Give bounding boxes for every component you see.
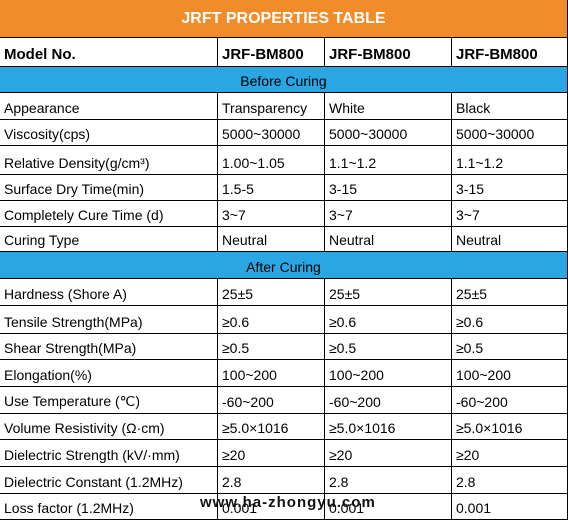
table-cell: Relative Density(g/cm³)	[0, 146, 218, 175]
table-cell: 1.1~1.2	[325, 146, 452, 175]
table-cell: ≥0.5	[325, 334, 452, 360]
table-cell: 1.5-5	[218, 175, 325, 201]
table-cell: 5000~30000	[218, 120, 325, 146]
table-cell: Neutral	[452, 227, 568, 252]
table-cell: 3~7	[452, 201, 568, 227]
table-cell: 3~7	[325, 201, 452, 227]
table-cell: Neutral	[218, 227, 325, 252]
table-cell: 100~200	[452, 360, 568, 387]
table-cell: ≥20	[218, 440, 325, 467]
table-cell: ≥5.0×1016	[218, 414, 325, 440]
table-cell: -60~200	[452, 387, 568, 414]
table-cell: ≥0.5	[452, 334, 568, 360]
header-cell: JRF-BM800	[218, 38, 325, 67]
table-cell: Appearance	[0, 93, 218, 120]
table-cell: ≥5.0×1016	[325, 414, 452, 440]
table-cell: 3-15	[452, 175, 568, 201]
watermark: www.ha-zhongyu.com	[200, 494, 376, 511]
table-cell: 1.00~1.05	[218, 146, 325, 175]
table-cell: Surface Dry Time(min)	[0, 175, 218, 201]
table-cell: 5000~30000	[452, 120, 568, 146]
table-cell: ≥0.6	[218, 306, 325, 334]
table-cell: 25±5	[452, 279, 568, 306]
table-cell: Hardness (Shore A)	[0, 279, 218, 306]
table-cell: 25±5	[325, 279, 452, 306]
table-cell: Black	[452, 93, 568, 120]
header-cell: JRF-BM800	[452, 38, 568, 67]
table-cell: 0.001	[452, 494, 568, 520]
table-cell: Volume Resistivity (Ω·cm)	[0, 414, 218, 440]
table-cell: 2.8	[325, 467, 452, 494]
section-title: Before Curing	[0, 67, 568, 93]
table-cell: ≥20	[452, 440, 568, 467]
table-cell: Tensile Strength(MPa)	[0, 306, 218, 334]
table-cell: ≥0.5	[218, 334, 325, 360]
table-title: JRFT PROPERTIES TABLE	[0, 0, 568, 38]
table-cell: 3-15	[325, 175, 452, 201]
table-cell: Completely Cure Time (d)	[0, 201, 218, 227]
table-cell: 100~200	[325, 360, 452, 387]
table-cell: White	[325, 93, 452, 120]
table-cell: Use Temperature (℃)	[0, 387, 218, 414]
table-cell: Loss factor (1.2MHz)	[0, 494, 218, 520]
table-cell: Transparency	[218, 93, 325, 120]
table-cell: 2.8	[452, 467, 568, 494]
table-cell: 100~200	[218, 360, 325, 387]
table-cell: 3~7	[218, 201, 325, 227]
table-cell: -60~200	[325, 387, 452, 414]
header-cell: JRF-BM800	[325, 38, 452, 67]
table-cell: Neutral	[325, 227, 452, 252]
table-cell: ≥20	[325, 440, 452, 467]
table-cell: Elongation(%)	[0, 360, 218, 387]
table-cell: Shear Strength(MPa)	[0, 334, 218, 360]
table-cell: -60~200	[218, 387, 325, 414]
table-cell: ≥0.6	[325, 306, 452, 334]
table-cell: Dielectric Constant (1.2MHz)	[0, 467, 218, 494]
table-cell: 1.1~1.2	[452, 146, 568, 175]
header-cell: Model No.	[0, 38, 218, 67]
table-cell: ≥0.6	[452, 306, 568, 334]
table-cell: 25±5	[218, 279, 325, 306]
table-cell: Dielectric Strength (kV/·mm)	[0, 440, 218, 467]
table-cell: Curing Type	[0, 227, 218, 252]
section-title: After Curing	[0, 252, 568, 279]
table-cell: 2.8	[218, 467, 325, 494]
table-cell: ≥5.0×1016	[452, 414, 568, 440]
table-cell: 5000~30000	[325, 120, 452, 146]
table-cell: Viscosity(cps)	[0, 120, 218, 146]
